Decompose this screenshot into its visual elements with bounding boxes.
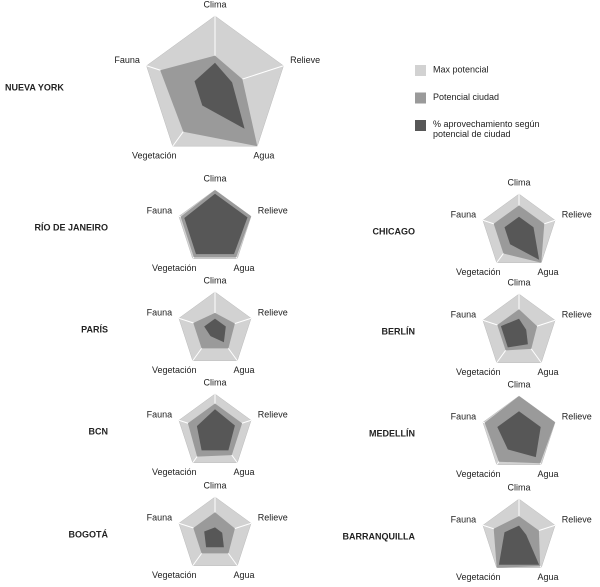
- axis-label: Fauna: [147, 409, 173, 419]
- axis-label: Agua: [537, 469, 558, 479]
- legend-swatch: [415, 120, 426, 131]
- axis-label: Agua: [537, 367, 558, 377]
- axis-label: Clima: [507, 482, 530, 492]
- chart-title: NUEVA YORK: [5, 82, 64, 92]
- axis-label: Relieve: [562, 411, 592, 421]
- axis-label: Fauna: [147, 307, 173, 317]
- axis-label: Vegetación: [152, 467, 197, 477]
- radar-area: [497, 411, 541, 458]
- axis-label: Agua: [233, 263, 254, 273]
- radar-area: [184, 193, 248, 255]
- radar-area: [498, 525, 540, 565]
- axis-label: Clima: [507, 379, 530, 389]
- axis-label: Clima: [507, 277, 530, 287]
- axis-label: Relieve: [258, 512, 288, 522]
- chart-title: CHICAGO: [373, 226, 416, 236]
- axis-label: Relieve: [562, 209, 592, 219]
- axis-label: Vegetación: [456, 367, 501, 377]
- axis-label: Clima: [203, 0, 226, 9]
- axis-label: Relieve: [290, 55, 320, 65]
- axis-label: Clima: [203, 377, 226, 387]
- chart-title: PARÍS: [81, 324, 108, 334]
- axis-label: Clima: [203, 275, 226, 285]
- axis-label: Relieve: [562, 514, 592, 524]
- chart-title: BOGOTÁ: [69, 529, 109, 539]
- axis-label: Fauna: [451, 309, 477, 319]
- axis-label: Fauna: [147, 205, 173, 215]
- axis-label: Vegetación: [152, 570, 197, 580]
- chart-title: BCN: [89, 426, 109, 436]
- axis-label: Clima: [507, 177, 530, 187]
- axis-label: Relieve: [258, 205, 288, 215]
- legend-label: % aprovechamiento según potencial de ciud…: [433, 119, 540, 139]
- radar-area: [504, 216, 540, 260]
- radar-area: [500, 318, 528, 348]
- legend-label: Potencial ciudad: [433, 92, 499, 102]
- radar-area: [194, 62, 245, 129]
- chart-title: MEDELLÍN: [369, 428, 415, 438]
- axis-label: Clima: [203, 173, 226, 183]
- legend-swatch: [415, 65, 426, 76]
- axis-label: Relieve: [258, 307, 288, 317]
- radar-area: [196, 409, 235, 451]
- axis-label: Fauna: [114, 55, 140, 65]
- axis-label: Fauna: [451, 514, 477, 524]
- radar-area: [204, 318, 226, 343]
- axis-label: Agua: [233, 365, 254, 375]
- chart-title: RÍO DE JANEIRO: [34, 222, 108, 232]
- axis-label: Agua: [537, 267, 558, 277]
- axis-label: Agua: [233, 467, 254, 477]
- chart-title: BERLÍN: [382, 326, 416, 336]
- legend-swatch: [415, 92, 426, 104]
- axis-label: Vegetación: [132, 150, 177, 160]
- axis-label: Fauna: [451, 209, 477, 219]
- axis-label: Vegetación: [456, 572, 501, 582]
- axis-label: Agua: [537, 572, 558, 582]
- chart-title: BARRANQUILLA: [343, 531, 416, 541]
- axis-label: Agua: [253, 150, 274, 160]
- axis-label: Relieve: [258, 409, 288, 419]
- axis-label: Vegetación: [456, 469, 501, 479]
- axis-label: Vegetación: [152, 263, 197, 273]
- axis-label: Vegetación: [152, 365, 197, 375]
- radar-area: [204, 527, 224, 548]
- legend-label: Max potencial: [433, 64, 489, 74]
- axis-label: Agua: [233, 570, 254, 580]
- axis-label: Fauna: [147, 512, 173, 522]
- axis-label: Vegetación: [456, 267, 501, 277]
- axis-label: Relieve: [562, 309, 592, 319]
- axis-label: Clima: [203, 480, 226, 490]
- axis-label: Fauna: [451, 411, 477, 421]
